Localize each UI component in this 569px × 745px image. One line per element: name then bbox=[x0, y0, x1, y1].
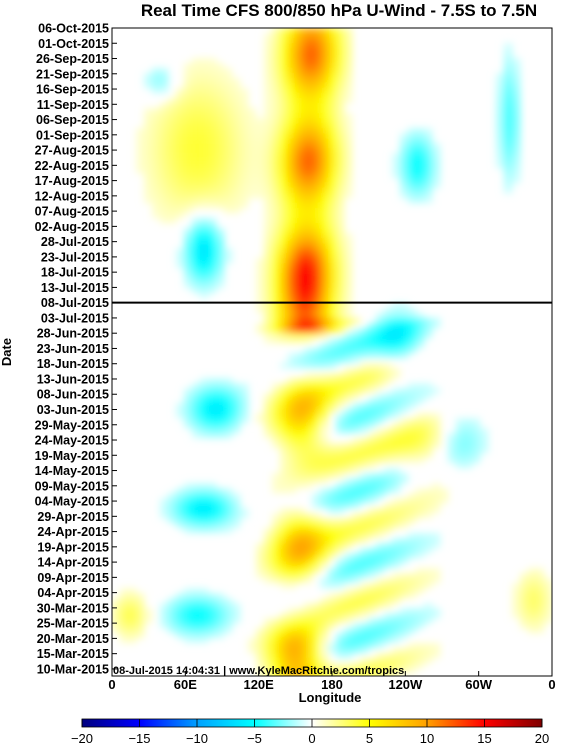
y-tick-label: 01-Oct-2015 bbox=[38, 37, 109, 51]
y-axis: 06-Oct-201501-Oct-201526-Sep-201521-Sep-… bbox=[35, 22, 117, 676]
y-tick-label: 14-May-2015 bbox=[35, 464, 109, 478]
y-tick-label: 04-Apr-2015 bbox=[37, 586, 109, 600]
wind-field bbox=[112, 28, 552, 676]
y-tick-label: 09-May-2015 bbox=[35, 479, 109, 493]
x-tick-label: 0 bbox=[108, 677, 115, 692]
colorbar-tick-label: 10 bbox=[420, 731, 434, 745]
colorbar-tick-label: −20 bbox=[71, 731, 93, 745]
x-axis-title: Longitude bbox=[299, 690, 362, 705]
y-tick-label: 18-Jul-2015 bbox=[41, 266, 109, 280]
y-tick-label: 24-May-2015 bbox=[35, 434, 109, 448]
y-tick-label: 08-Jun-2015 bbox=[37, 388, 109, 402]
colorbar-tick-label: 5 bbox=[366, 731, 373, 745]
y-tick-label: 24-Apr-2015 bbox=[37, 525, 109, 539]
x-tick-label: 0 bbox=[548, 677, 555, 692]
y-tick-label: 12-Aug-2015 bbox=[35, 189, 109, 203]
x-tick-label: 60W bbox=[465, 677, 492, 692]
colorbar: −20 −15 −10 −5 0 5 10 15 20 bbox=[71, 718, 549, 745]
timestamp-annotation: 08-Jul-2015 14:04:31 | www.KyleMacRitchi… bbox=[113, 665, 404, 677]
y-tick-label: 16-Sep-2015 bbox=[36, 83, 109, 97]
y-tick-label: 08-Jul-2015 bbox=[41, 296, 109, 310]
y-tick-label: 19-May-2015 bbox=[35, 449, 109, 463]
x-tick-label: 180 bbox=[321, 677, 343, 692]
x-tick-label: 120E bbox=[243, 677, 274, 692]
chart-title: Real Time CFS 800/850 hPa U-Wind - 7.5S … bbox=[141, 1, 537, 20]
y-tick-label: 17-Aug-2015 bbox=[35, 174, 109, 188]
y-tick-label: 28-Jun-2015 bbox=[37, 327, 109, 341]
y-tick-label: 29-Apr-2015 bbox=[37, 510, 109, 524]
y-tick-label: 01-Sep-2015 bbox=[36, 128, 109, 142]
y-tick-label: 26-Sep-2015 bbox=[36, 52, 109, 66]
y-tick-label: 25-Mar-2015 bbox=[37, 617, 109, 631]
colorbar-tick-label: 0 bbox=[308, 731, 315, 745]
y-tick-label: 13-Jun-2015 bbox=[37, 372, 109, 386]
y-tick-label: 03-Jul-2015 bbox=[41, 311, 109, 325]
y-tick-label: 04-May-2015 bbox=[35, 495, 109, 509]
y-tick-label: 30-Mar-2015 bbox=[37, 601, 109, 615]
y-tick-label: 15-Mar-2015 bbox=[37, 647, 109, 661]
x-tick-label: 60E bbox=[174, 677, 197, 692]
x-axis: 0 60E 120E 180 120W 60W 0 bbox=[108, 671, 556, 692]
colorbar-tick-label: −15 bbox=[128, 731, 150, 745]
y-tick-label: 03-Jun-2015 bbox=[37, 403, 109, 417]
x-tick-label: 120W bbox=[388, 677, 423, 692]
colorbar-tick-label: 20 bbox=[535, 731, 549, 745]
y-tick-label: 10-Mar-2015 bbox=[37, 662, 109, 676]
y-tick-label: 18-Jun-2015 bbox=[37, 357, 109, 371]
plot-area bbox=[112, 28, 552, 676]
y-tick-label: 09-Apr-2015 bbox=[37, 571, 109, 585]
colorbar-tick-label: 15 bbox=[477, 731, 491, 745]
y-tick-label: 02-Aug-2015 bbox=[35, 220, 109, 234]
y-tick-label: 19-Apr-2015 bbox=[37, 540, 109, 554]
y-tick-label: 14-Apr-2015 bbox=[37, 556, 109, 570]
colorbar-tick-label: −10 bbox=[186, 731, 208, 745]
y-tick-label: 11-Sep-2015 bbox=[37, 98, 109, 112]
y-tick-label: 07-Aug-2015 bbox=[35, 205, 109, 219]
y-tick-label: 21-Sep-2015 bbox=[36, 67, 109, 81]
y-tick-label: 29-May-2015 bbox=[35, 418, 109, 432]
y-tick-label: 28-Jul-2015 bbox=[41, 235, 109, 249]
y-tick-label: 20-Mar-2015 bbox=[37, 632, 109, 646]
y-tick-label: 23-Jul-2015 bbox=[41, 250, 109, 264]
y-tick-label: 06-Oct-2015 bbox=[38, 22, 109, 36]
y-tick-label: 13-Jul-2015 bbox=[41, 281, 109, 295]
y-tick-label: 06-Sep-2015 bbox=[36, 113, 109, 127]
y-tick-label: 22-Aug-2015 bbox=[35, 159, 109, 173]
y-tick-label: 23-Jun-2015 bbox=[37, 342, 109, 356]
y-axis-title: Date bbox=[0, 338, 14, 366]
colorbar-tick-label: −5 bbox=[247, 731, 262, 745]
y-tick-label: 27-Aug-2015 bbox=[35, 144, 109, 158]
